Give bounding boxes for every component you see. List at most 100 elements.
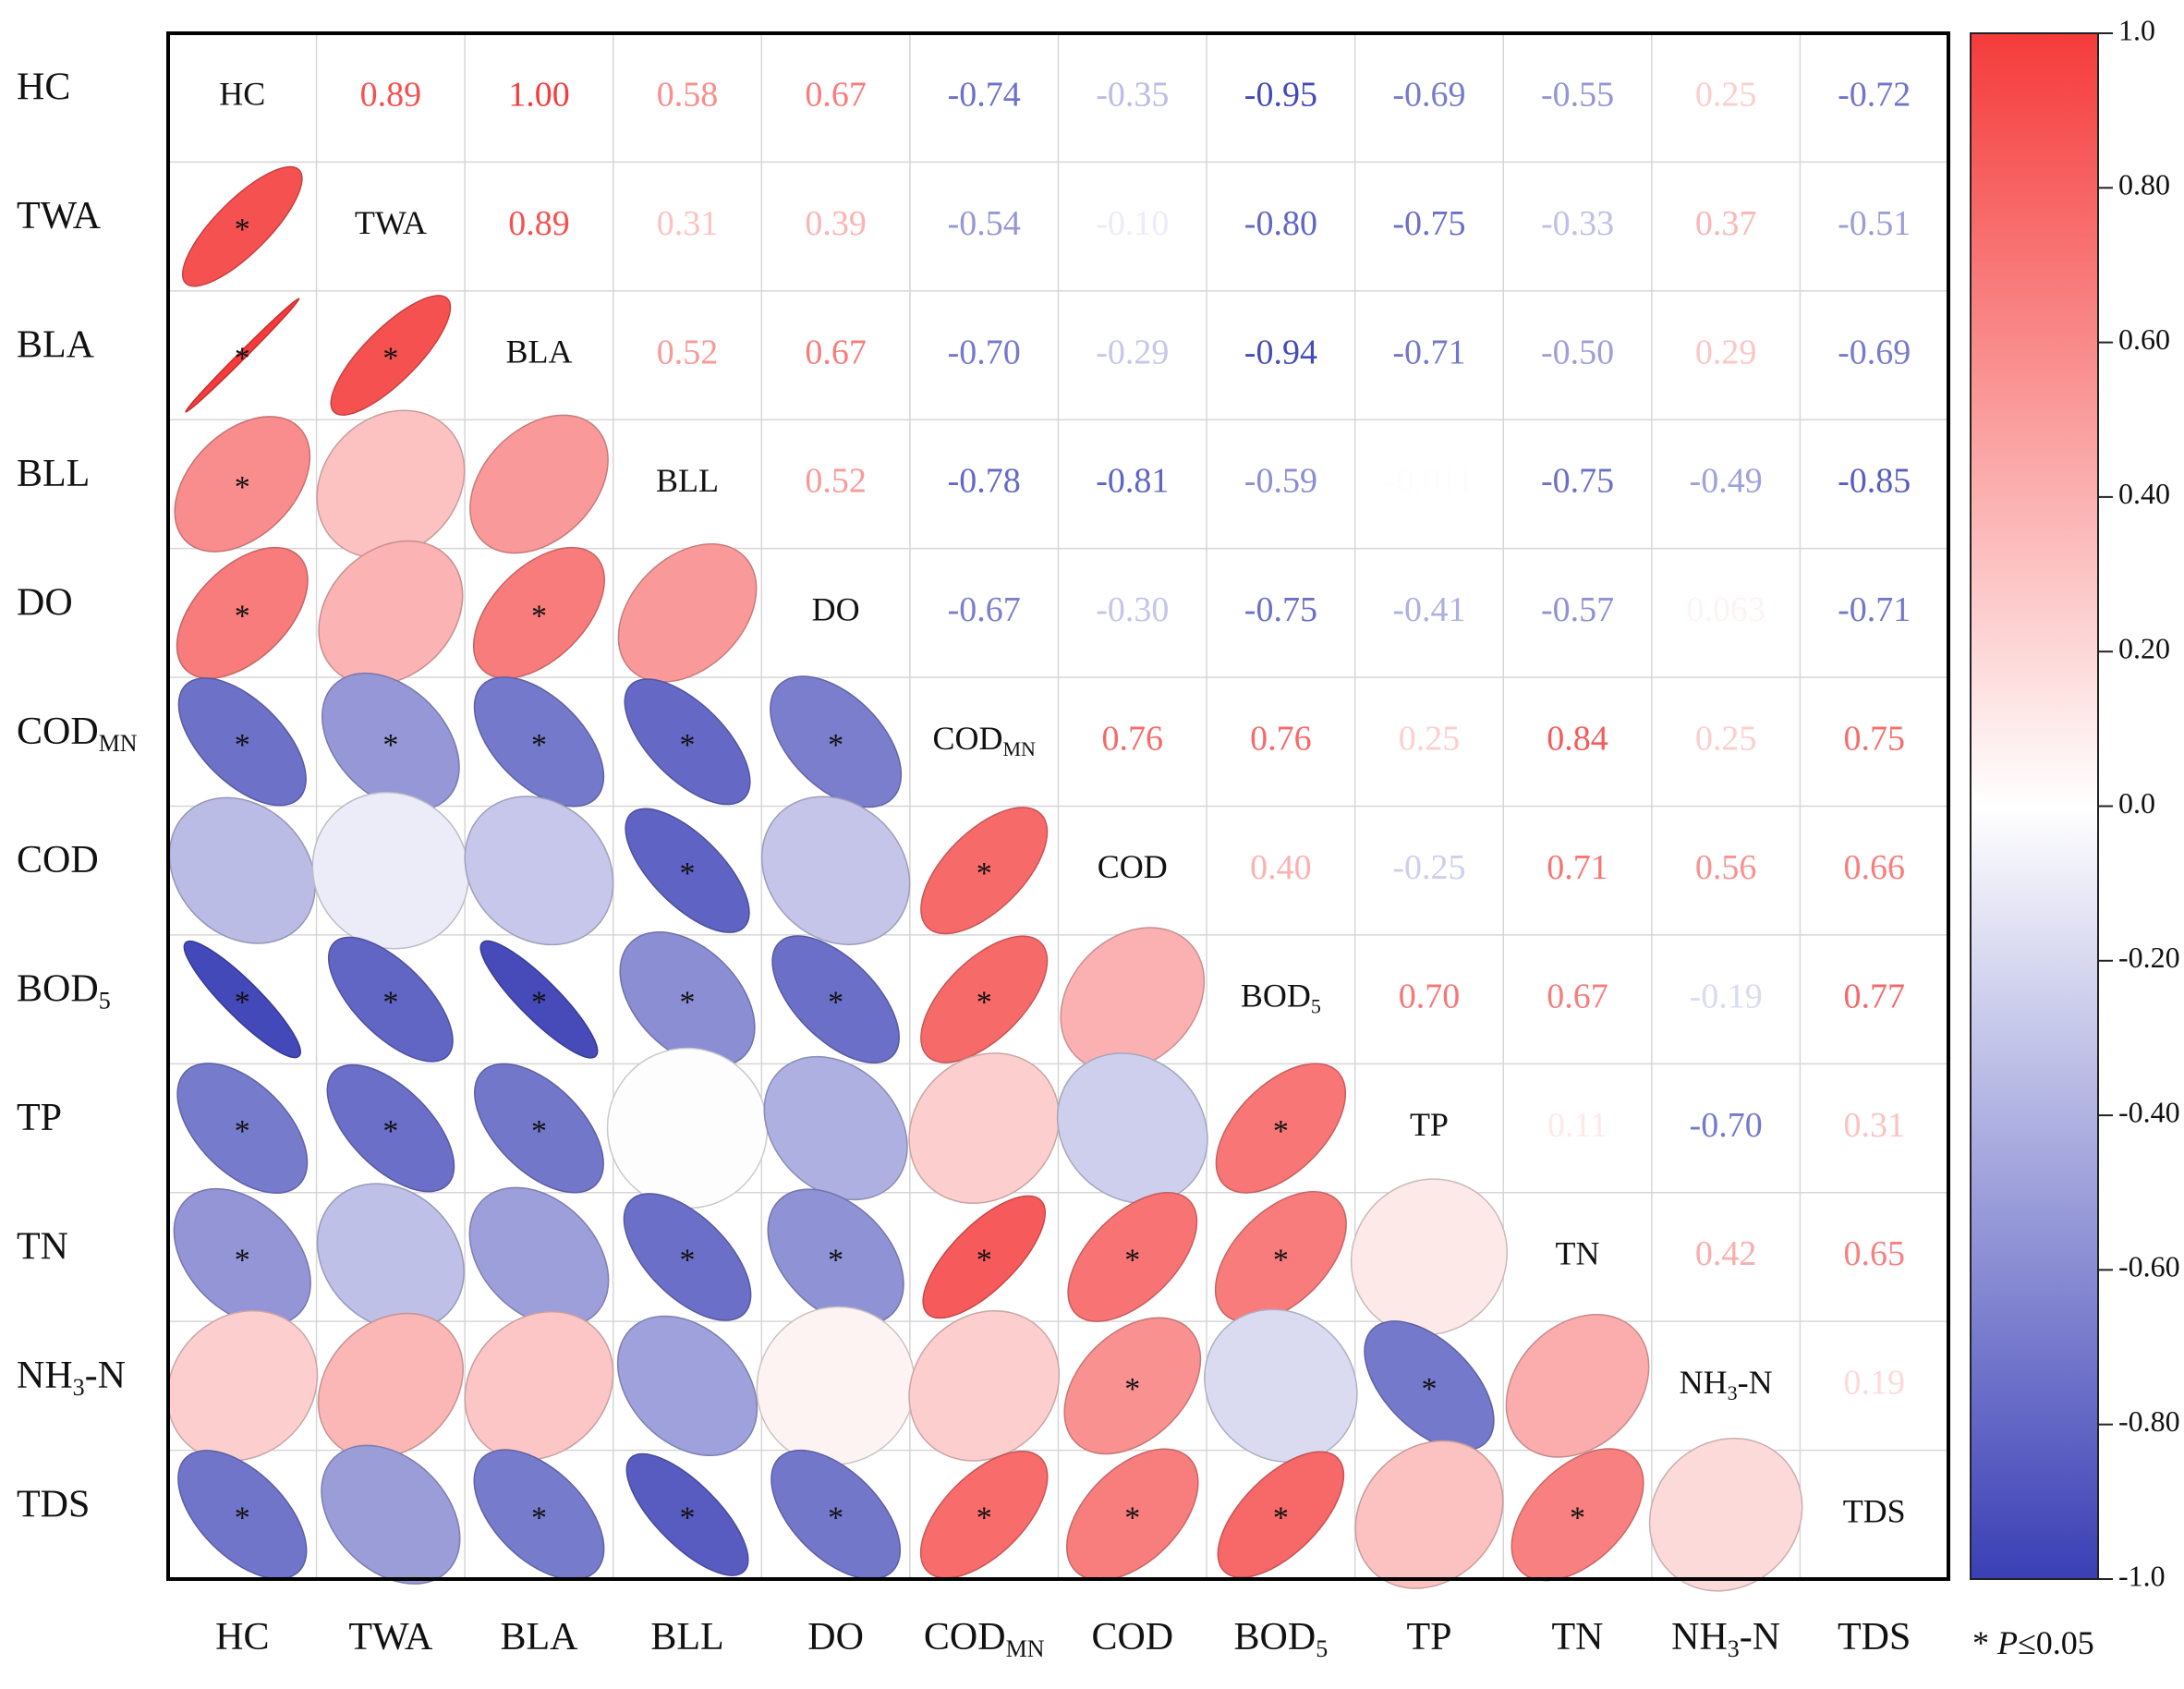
correlation-value: -0.55 xyxy=(1541,75,1614,114)
correlation-value: 0.76 xyxy=(1102,720,1164,759)
diagonal-variable-label: COD xyxy=(1098,848,1168,885)
correlation-value: -0.011 xyxy=(1385,462,1474,501)
correlation-ellipse xyxy=(1364,1320,1495,1452)
correlation-ellipse xyxy=(479,940,599,1059)
axis-labels: HC HC TWA TWA BLA BLA BLL BLL DO DO CODMN CODMN COD C… xyxy=(17,66,1911,1662)
diagonal-variable-label: TDS xyxy=(1843,1493,1906,1530)
correlation-value: 0.31 xyxy=(657,204,719,243)
y-tick-label: BLA xyxy=(17,323,95,366)
correlation-value: -0.41 xyxy=(1392,590,1465,629)
correlation-ellipse xyxy=(619,931,756,1068)
correlation-value: 0.42 xyxy=(1695,1234,1757,1273)
correlation-ellipse xyxy=(322,672,460,811)
correlation-ellipse xyxy=(760,796,911,945)
correlation-value: -0.19 xyxy=(1690,977,1763,1015)
correlation-value: 0.31 xyxy=(1843,1106,1905,1145)
correlation-ellipse xyxy=(468,1186,610,1328)
diagonal-variable-label: NH3-N xyxy=(1680,1364,1773,1404)
significance-star: * xyxy=(680,986,696,1020)
correlation-value: 0.67 xyxy=(1547,977,1608,1015)
significance-star: * xyxy=(1124,1243,1140,1277)
correlation-ellipse xyxy=(316,1183,465,1331)
significance-star: * xyxy=(1273,1501,1289,1535)
correlation-ellipse xyxy=(771,935,900,1063)
significance-star: * xyxy=(828,1501,843,1535)
correlation-ellipse xyxy=(1066,1448,1199,1582)
significance-star: * xyxy=(680,857,696,891)
correlation-ellipse xyxy=(617,542,758,683)
correlation-value: -0.71 xyxy=(1838,590,1911,629)
correlation-ellipse xyxy=(316,409,466,559)
correlation-value: -0.81 xyxy=(1096,462,1169,501)
correlation-ellipse xyxy=(1354,1440,1504,1589)
correlation-ellipse xyxy=(763,1055,908,1201)
grid-lines xyxy=(168,33,1948,1579)
correlation-ellipse xyxy=(922,1195,1047,1319)
correlation-ellipse xyxy=(464,796,614,946)
significance-star: * xyxy=(235,728,250,762)
correlation-value: -0.57 xyxy=(1541,590,1614,629)
significance-star: * xyxy=(680,1243,696,1277)
colorbar-tick-label: -0.80 xyxy=(2118,1404,2180,1438)
correlation-ellipse xyxy=(908,1052,1061,1204)
x-tick-label: TP xyxy=(1406,1616,1451,1659)
correlation-value: 0.11 xyxy=(1547,1106,1608,1145)
colorbar-tick-label: -0.20 xyxy=(2118,941,2180,974)
correlation-ellipse xyxy=(472,546,605,679)
correlation-value: -0.70 xyxy=(948,333,1021,371)
correlation-value: -0.33 xyxy=(1541,204,1614,243)
significance-star: * xyxy=(977,986,992,1020)
correlation-value: -0.70 xyxy=(1690,1106,1763,1145)
x-tick-label: TN xyxy=(1552,1616,1604,1659)
x-tick-label: BLA xyxy=(500,1616,578,1659)
correlation-value: 0.063 xyxy=(1686,590,1765,629)
y-tick-label: COD xyxy=(17,839,99,881)
correlation-value: 0.89 xyxy=(360,75,422,114)
correlation-value: 0.65 xyxy=(1843,1234,1905,1273)
correlation-value: 0.25 xyxy=(1695,75,1757,114)
x-tick-label: COD xyxy=(1091,1616,1173,1659)
colorbar-tick-label: 0.0 xyxy=(2118,786,2155,820)
diagonal-variable-label: TN xyxy=(1556,1235,1600,1272)
correlation-ellipse xyxy=(185,298,300,413)
significance-star: * xyxy=(1421,1372,1437,1406)
significance-star: * xyxy=(1273,1114,1289,1148)
colorbar-tick-label: 0.20 xyxy=(2118,632,2170,665)
correlation-value: 0.71 xyxy=(1547,848,1608,887)
colorbar-tick-label: -0.40 xyxy=(2118,1095,2180,1128)
x-tick-label: DO xyxy=(807,1616,864,1659)
correlation-value: -0.67 xyxy=(948,590,1021,629)
correlation-value: -0.50 xyxy=(1541,333,1614,371)
correlation-ellipse xyxy=(1060,927,1206,1072)
significance-star: * xyxy=(977,857,992,891)
correlation-ellipse xyxy=(473,1449,605,1581)
correlation-ellipse xyxy=(177,1450,308,1580)
correlation-value: -0.75 xyxy=(1392,204,1465,243)
correlation-ellipse xyxy=(756,1306,916,1466)
correlation-ellipse xyxy=(1217,1451,1345,1579)
correlation-value: 0.84 xyxy=(1547,720,1608,759)
significance-star: * xyxy=(531,1114,547,1148)
correlation-value: -0.51 xyxy=(1838,204,1911,243)
significance-star: * xyxy=(235,986,250,1020)
significance-star: * xyxy=(828,1243,843,1277)
colorbar-tick-label: -1.0 xyxy=(2118,1559,2166,1592)
colorbar-tick-label: 0.40 xyxy=(2118,477,2170,510)
correlation-ellipse xyxy=(321,1444,461,1585)
correlation-ellipse xyxy=(770,675,903,808)
correlation-ellipse xyxy=(177,677,307,807)
significance-star: * xyxy=(1124,1372,1140,1406)
correlation-value: -0.75 xyxy=(1541,462,1614,501)
significance-star: * xyxy=(382,728,398,762)
significance-star: * xyxy=(680,1501,696,1535)
correlation-value: -0.35 xyxy=(1096,75,1169,114)
colorbar-gradient xyxy=(1970,32,2099,1580)
correlation-value: 0.52 xyxy=(657,333,719,371)
correlation-ellipse xyxy=(464,1310,614,1461)
colorbar-tick-label: -0.60 xyxy=(2118,1250,2180,1283)
correlation-ellipse xyxy=(1067,1192,1198,1322)
diagonal-labels: HC TWA BLA BLL DO CODMN COD BOD5 TP TN NH3-N TDS xyxy=(219,76,1905,1530)
colorbar-tick-label: 1.0 xyxy=(2118,13,2155,46)
correlation-value: -0.30 xyxy=(1096,590,1169,629)
